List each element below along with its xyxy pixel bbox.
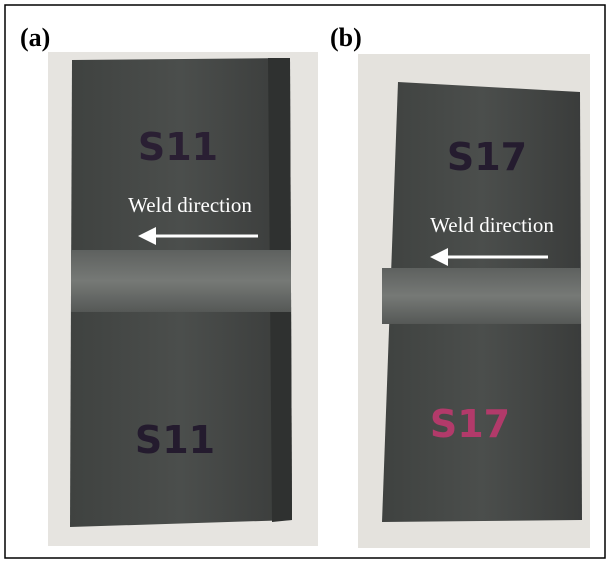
specimen-marking: S17 <box>447 135 527 179</box>
specimen-marking: S17 <box>430 402 510 446</box>
annotation: Weld direction <box>128 193 252 217</box>
panel-label: (a) <box>20 23 50 52</box>
weld-seam <box>382 268 581 324</box>
annotation: Weld direction <box>430 213 554 237</box>
specimen-marking: S11 <box>135 418 215 462</box>
specimen-marking: S11 <box>138 125 218 169</box>
weld-seam <box>71 250 291 312</box>
panel-label: (b) <box>330 23 362 52</box>
figure: (a) S11 S11 Weld direction (b) S17 S17 W… <box>0 0 611 565</box>
